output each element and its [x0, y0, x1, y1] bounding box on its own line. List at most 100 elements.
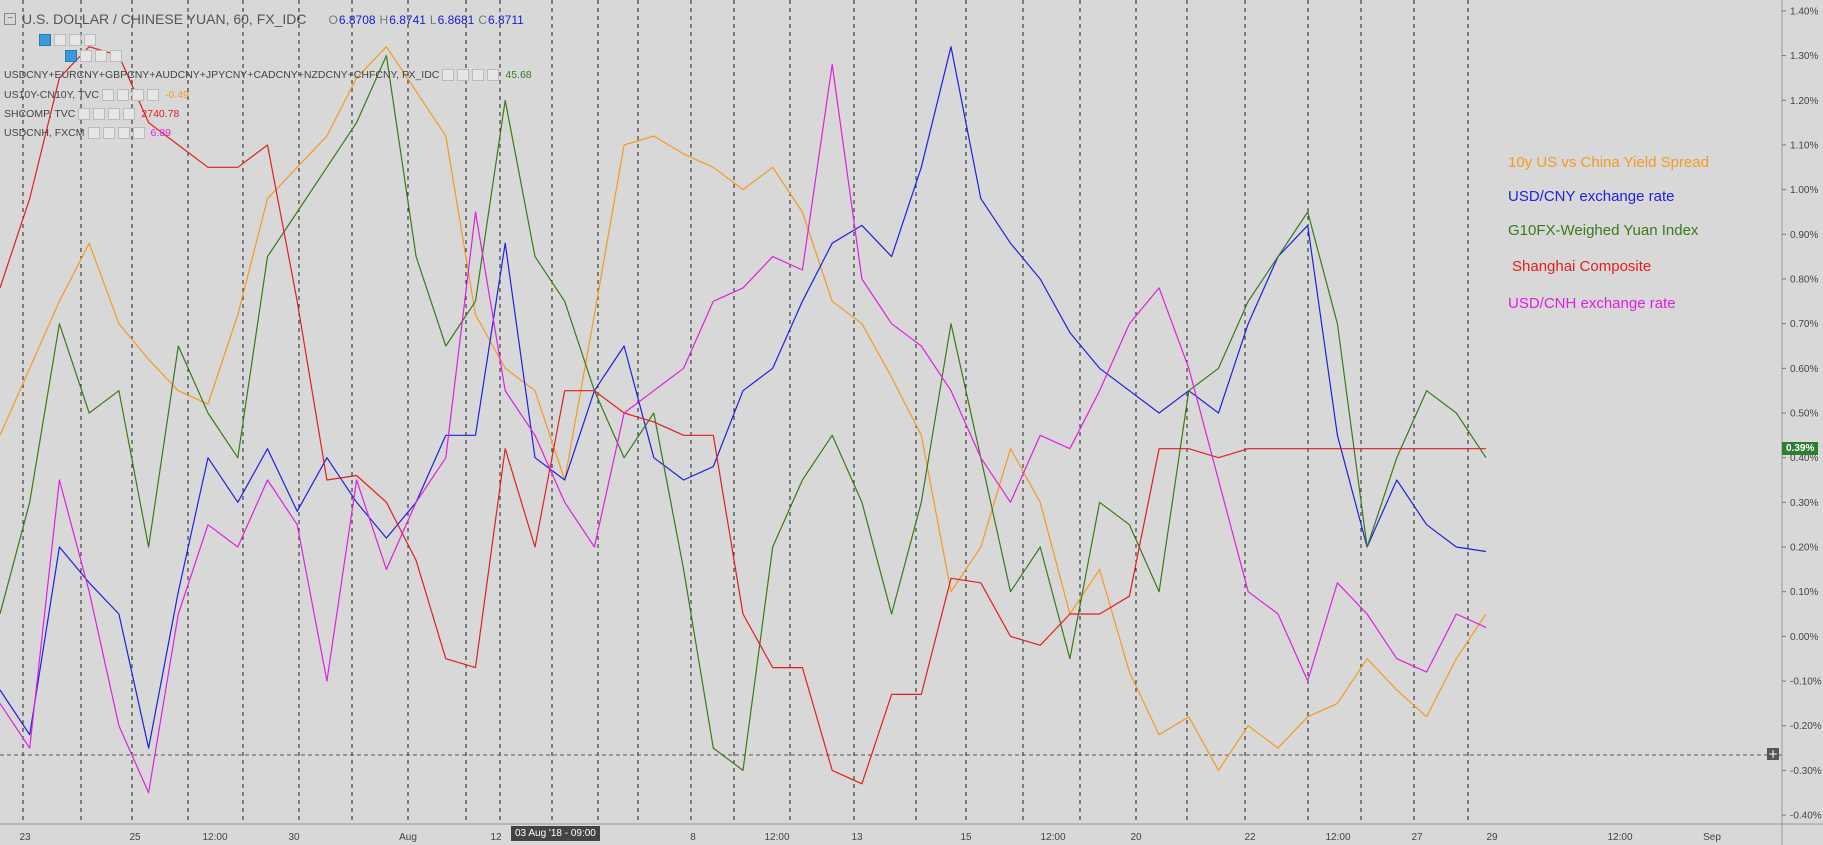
eye-icon[interactable] [87, 127, 100, 139]
y-tick-label: -0.10% [1790, 677, 1822, 688]
eye-icon[interactable] [78, 108, 91, 120]
close-icon[interactable] [84, 34, 96, 46]
ohlc-label-l: L [429, 13, 437, 27]
eye-icon[interactable] [101, 89, 114, 101]
y-tick-label: 0.60% [1790, 364, 1818, 375]
settings-icon[interactable] [93, 108, 106, 120]
symbol-header: − U.S. DOLLAR / CHINESE YUAN, 60, FX_IDC… [0, 9, 524, 29]
legend-item: 10y US vs China Yield Spread [1508, 154, 1709, 171]
close-icon[interactable] [123, 108, 136, 120]
indicator-label: SHCOMP, TVC [4, 108, 76, 120]
x-tick-label: 12:00 [1607, 832, 1632, 843]
more-icon[interactable] [472, 69, 485, 81]
series-line-3 [0, 55, 1487, 771]
close-icon[interactable] [487, 69, 500, 81]
legend-item: Shanghai Composite [1512, 258, 1652, 275]
x-tick-label: Sep [1703, 832, 1721, 843]
x-tick-label: 15 [960, 832, 972, 843]
x-tick-label: 12 [490, 832, 502, 843]
series-line-2 [0, 46, 1487, 749]
y-tick-label: 1.10% [1790, 140, 1818, 151]
y-tick-label: 0.30% [1790, 498, 1818, 509]
ohlc-values: O6.8708 H6.8741 L6.8681 C6.8711 [325, 11, 524, 27]
more-icon[interactable] [95, 50, 107, 62]
ohlc-value-c: 6.8711 [487, 13, 524, 27]
indicator-row[interactable]: USDCNY+EURCNY+GBPCNY+AUDCNY+JPYCNY+CADCN… [4, 68, 532, 82]
indicator-label: USDCNH, FXCM [4, 127, 85, 139]
indicator-label: USDCNY+EURCNY+GBPCNY+AUDCNY+JPYCNY+CADCN… [4, 69, 440, 81]
eye-icon[interactable] [442, 69, 455, 81]
eye-icon[interactable] [65, 50, 77, 62]
series-line-1 [0, 46, 1487, 771]
legend-item: USD/CNH exchange rate [1508, 295, 1676, 312]
more-icon[interactable] [69, 34, 81, 46]
main-series-controls [36, 33, 96, 47]
indicator-value: 2740.78 [141, 108, 180, 120]
eye-icon[interactable] [39, 34, 51, 46]
price-axis[interactable]: 1.40% 1.30% 1.20% 1.10% 1.00% 0.90% 0.80% 0.70%… [1782, 6, 1822, 822]
y-tick-label: 1.30% [1790, 51, 1818, 62]
y-tick-label: 1.20% [1790, 96, 1818, 107]
x-tick-label: 30 [288, 832, 300, 843]
close-icon[interactable] [146, 89, 159, 101]
y-tick-label: -0.40% [1790, 811, 1822, 822]
x-tick-label: 12:00 [1325, 832, 1350, 843]
more-icon[interactable] [108, 108, 121, 120]
ohlc-label-h: H [379, 13, 389, 27]
x-tick-label: 25 [129, 832, 141, 843]
crosshair-plus-icon[interactable]: + [1767, 747, 1779, 761]
y-tick-label: 0.20% [1790, 543, 1818, 554]
ohlc-value-h: 6.8741 [389, 13, 426, 27]
series-lines [0, 46, 1487, 794]
y-tick-label: -0.20% [1790, 721, 1822, 732]
time-axis[interactable]: 23 25 12:00 30 Aug 12 8 12:00 13 15 12:00 20 22 12:00… [19, 832, 1721, 843]
x-tick-label: 29 [1486, 832, 1498, 843]
ohlc-label-o: O [328, 13, 338, 27]
settings-icon[interactable] [54, 34, 66, 46]
y-tick-label: 0.40% [1790, 453, 1818, 464]
settings-icon[interactable] [102, 127, 115, 139]
x-tick-label: 12:00 [202, 832, 227, 843]
y-tick-label: 0.90% [1790, 230, 1818, 241]
indicator-value: 6.89 [150, 127, 171, 139]
compare-series-controls [62, 49, 122, 63]
legend-item: G10FX-Weighed Yuan Index [1508, 222, 1699, 239]
x-tick-label: Aug [399, 832, 417, 843]
close-icon[interactable] [132, 127, 145, 139]
ohlc-value-o: 6.8708 [338, 13, 376, 27]
more-icon[interactable] [131, 89, 144, 101]
settings-icon[interactable] [116, 89, 129, 101]
y-tick-label: 1.00% [1790, 185, 1818, 196]
indicator-row[interactable]: SHCOMP, TVC 2740.78 [4, 107, 179, 121]
y-tick-label: -0.30% [1790, 766, 1822, 777]
x-tick-label: 20 [1130, 832, 1142, 843]
y-tick-label: 0.00% [1790, 632, 1818, 643]
y-tick-label: 1.40% [1790, 6, 1818, 17]
close-icon[interactable] [110, 50, 122, 62]
y-tick-label: 0.10% [1790, 587, 1818, 598]
indicator-row[interactable]: USDCNH, FXCM 6.89 [4, 126, 171, 140]
x-tick-label: 22 [1244, 832, 1256, 843]
indicator-row[interactable]: US10Y-CN10Y, TVC -0.49 [4, 88, 189, 102]
y-tick-label: 0.80% [1790, 274, 1818, 285]
series-line-5 [0, 63, 1487, 794]
legend-item: USD/CNY exchange rate [1508, 188, 1675, 205]
indicator-label: US10Y-CN10Y, TVC [4, 89, 99, 101]
indicator-value: 45.68 [505, 69, 532, 81]
settings-icon[interactable] [457, 69, 470, 81]
ohlc-label-c: C [478, 13, 487, 27]
ohlc-value-l: 6.8681 [437, 13, 475, 27]
indicator-value: -0.49 [164, 89, 189, 101]
y-tick-label: 0.70% [1790, 319, 1818, 330]
more-icon[interactable] [117, 127, 130, 139]
x-tick-label: 13 [851, 832, 863, 843]
last-value-badge: 0.39% [1782, 442, 1819, 455]
x-tick-label: 12:00 [1040, 832, 1065, 843]
settings-icon[interactable] [80, 50, 92, 62]
x-tick-label: 8 [690, 832, 696, 843]
collapse-icon[interactable]: − [4, 13, 16, 25]
x-tick-label: 23 [19, 832, 31, 843]
symbol-title[interactable]: U.S. DOLLAR / CHINESE YUAN, 60, FX_IDC [22, 11, 307, 27]
